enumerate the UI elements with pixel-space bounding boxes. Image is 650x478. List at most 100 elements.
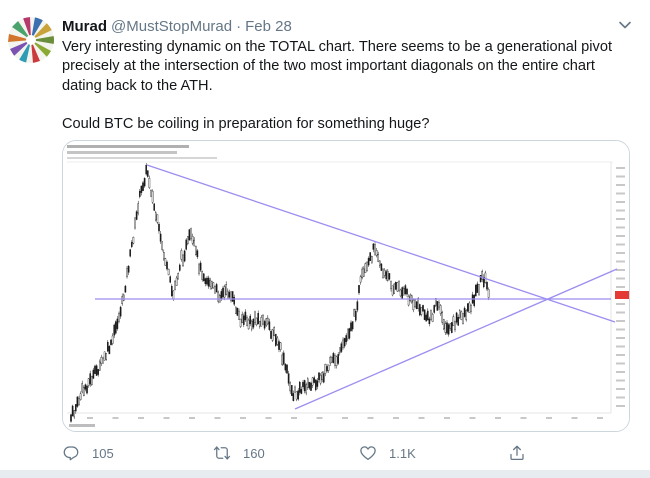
time-axis-tick <box>546 417 552 419</box>
candle-body <box>239 318 242 327</box>
candle-body <box>339 347 341 354</box>
candle-body <box>334 355 336 366</box>
candle-body <box>91 375 93 386</box>
candle-body <box>121 296 123 305</box>
candle-body <box>260 317 263 327</box>
candle-body <box>443 319 445 330</box>
display-name[interactable]: Murad <box>62 17 107 35</box>
candle-body <box>305 384 308 394</box>
candle-body <box>146 170 149 177</box>
candle-body <box>148 177 151 188</box>
candle-body <box>170 285 173 297</box>
candle-body <box>478 284 480 296</box>
candle-body <box>276 337 279 345</box>
candle-body <box>306 378 309 388</box>
candle-body <box>255 317 258 326</box>
price-axis-tick <box>616 218 625 220</box>
candle-body <box>359 276 362 283</box>
candle-body <box>451 322 453 333</box>
time-axis-tick <box>571 417 578 419</box>
candle-body <box>190 228 192 239</box>
candle-body <box>89 373 92 385</box>
candle-body <box>83 386 85 397</box>
candle-body <box>298 381 301 393</box>
candle-body <box>463 307 466 317</box>
candle-body <box>154 212 157 221</box>
candle-body <box>356 301 359 311</box>
candle-body <box>111 335 114 344</box>
retweet-button[interactable]: 160 <box>213 440 265 466</box>
price-axis-tick <box>616 209 625 212</box>
candle-body <box>103 351 106 361</box>
chart-image[interactable] <box>62 140 630 432</box>
candle-body <box>403 287 405 296</box>
candle-body <box>167 268 170 276</box>
share-icon <box>510 445 524 461</box>
like-button[interactable]: 1.1K <box>359 440 416 466</box>
candle-body <box>412 299 415 311</box>
candle-body <box>119 306 122 317</box>
user-handle[interactable]: @MustStopMurad <box>111 17 233 35</box>
candle-body <box>324 363 327 374</box>
chart-header-text <box>67 145 189 148</box>
candle-body <box>135 211 138 220</box>
chart-header-text <box>67 151 177 154</box>
candle-body <box>449 323 452 329</box>
candle-body <box>419 304 421 316</box>
candle-body <box>401 287 404 299</box>
candle-body <box>297 390 300 400</box>
time-axis-tick <box>418 417 425 419</box>
candle-body <box>206 277 208 285</box>
time-axis-tick <box>138 417 144 419</box>
candle-body <box>81 383 84 393</box>
price-axis-tick <box>616 252 625 254</box>
retweet-icon <box>213 446 231 460</box>
share-button[interactable] <box>508 440 538 466</box>
candle-body <box>295 391 298 400</box>
price-axis-tick <box>616 337 625 339</box>
candle-body <box>303 380 306 392</box>
time-axis-tick <box>520 417 527 419</box>
candle-body <box>244 311 247 321</box>
candle-body <box>123 294 125 301</box>
candle-body <box>321 371 324 381</box>
candle-body <box>115 321 117 334</box>
candle-body <box>86 385 88 394</box>
price-axis-tick <box>616 311 625 314</box>
candle-body <box>151 190 154 203</box>
candle-body <box>175 277 178 286</box>
reply-button[interactable]: 105 <box>62 440 114 466</box>
time-axis-tick <box>214 417 221 419</box>
candle-body <box>335 356 338 366</box>
candle-body <box>214 285 216 294</box>
price-axis-tick <box>616 277 625 280</box>
candle-body <box>166 261 168 270</box>
candle-body <box>250 320 253 330</box>
candle-body <box>377 254 380 262</box>
candle-body <box>379 260 381 266</box>
candle-body <box>247 319 250 330</box>
candle-body <box>97 369 99 375</box>
candle-body <box>319 374 322 384</box>
candle-body <box>126 268 128 278</box>
candle-body <box>454 321 456 331</box>
candle-body <box>231 291 234 302</box>
candle-body <box>351 321 354 330</box>
candle-body <box>270 331 272 339</box>
candle-body <box>158 223 160 232</box>
candle-body <box>130 242 133 247</box>
candle-body <box>177 273 179 280</box>
candle-body <box>274 333 277 346</box>
candle-body <box>273 327 276 336</box>
ascending-trendline <box>294 268 618 410</box>
candle-body <box>191 236 194 244</box>
candle-body <box>79 393 82 400</box>
candle-body <box>340 343 343 352</box>
candle-body <box>292 393 295 401</box>
avatar[interactable] <box>8 17 54 63</box>
candle-body <box>215 284 218 293</box>
chevron-down-icon[interactable] <box>616 16 634 34</box>
price-axis-tick <box>616 184 625 186</box>
tweet-date[interactable]: Feb 28 <box>245 17 292 35</box>
